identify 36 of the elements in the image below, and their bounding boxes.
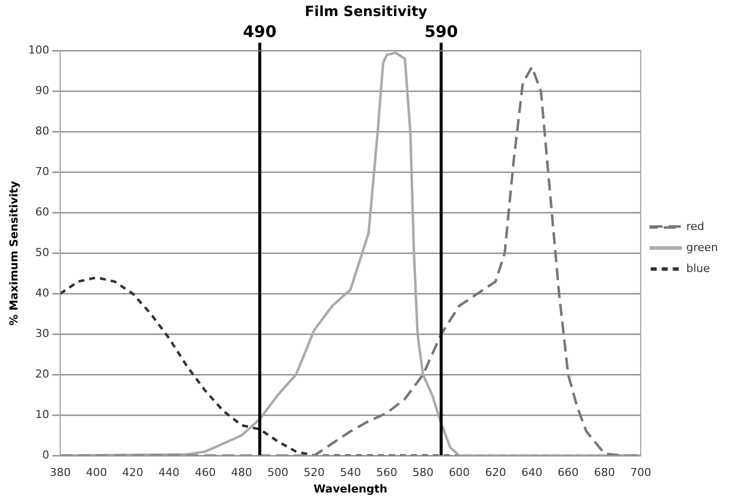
x-tick-label: 520 xyxy=(304,466,325,480)
x-tick-label: 680 xyxy=(594,466,615,480)
ref-line-label: 590 xyxy=(424,22,458,41)
y-tick-label: 80 xyxy=(35,124,50,138)
legend-label: blue xyxy=(686,262,710,275)
y-tick-label: 10 xyxy=(35,408,50,421)
x-tick-label: 660 xyxy=(558,466,579,480)
y-tick-label: 20 xyxy=(35,368,50,380)
y-tick-label: 40 xyxy=(35,286,50,300)
y-tick-label: 30 xyxy=(35,327,50,340)
y-tick-label: 90 xyxy=(35,84,50,98)
y-tick-label: 0 xyxy=(42,448,50,462)
y-tick-label: 50 xyxy=(35,246,50,260)
y-tick-label: 70 xyxy=(35,165,50,178)
x-tick-label: 400 xyxy=(86,466,107,480)
x-tick-label: 540 xyxy=(340,466,361,480)
x-axis-title: Wavelength xyxy=(314,482,388,496)
x-tick-label: 440 xyxy=(158,466,180,480)
x-tick-label: 620 xyxy=(485,466,506,480)
x-tick-label: 460 xyxy=(194,466,216,480)
chart-title: Film Sensitivity xyxy=(304,4,428,20)
x-tick-label: 420 xyxy=(122,466,144,480)
y-axis-title: % Maximum Sensitivity xyxy=(7,180,20,326)
legend-label: red xyxy=(686,220,704,233)
x-tick-label: 640 xyxy=(521,466,542,480)
x-tick-label: 580 xyxy=(412,466,434,480)
x-tick-label: 700 xyxy=(630,466,652,480)
y-tick-label: 60 xyxy=(35,206,50,219)
x-tick-label: 380 xyxy=(50,466,71,480)
x-tick-label: 500 xyxy=(267,466,288,480)
x-tick-label: 560 xyxy=(376,466,398,480)
y-tick-label: 100 xyxy=(28,44,50,57)
x-tick-label: 480 xyxy=(231,466,252,480)
ref-line-label: 490 xyxy=(243,22,276,41)
legend-label: green xyxy=(686,240,718,254)
x-tick-label: 600 xyxy=(448,466,470,480)
